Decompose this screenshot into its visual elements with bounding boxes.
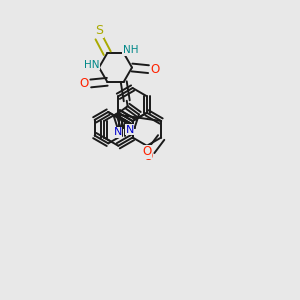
Text: N: N [113,127,122,137]
Text: S: S [95,24,103,38]
Text: O: O [151,63,160,76]
Text: O: O [80,77,89,90]
Text: O: O [142,145,152,158]
Text: NH: NH [123,45,138,55]
Text: HN: HN [84,59,99,70]
Text: O: O [143,150,152,163]
Text: N: N [126,124,134,134]
